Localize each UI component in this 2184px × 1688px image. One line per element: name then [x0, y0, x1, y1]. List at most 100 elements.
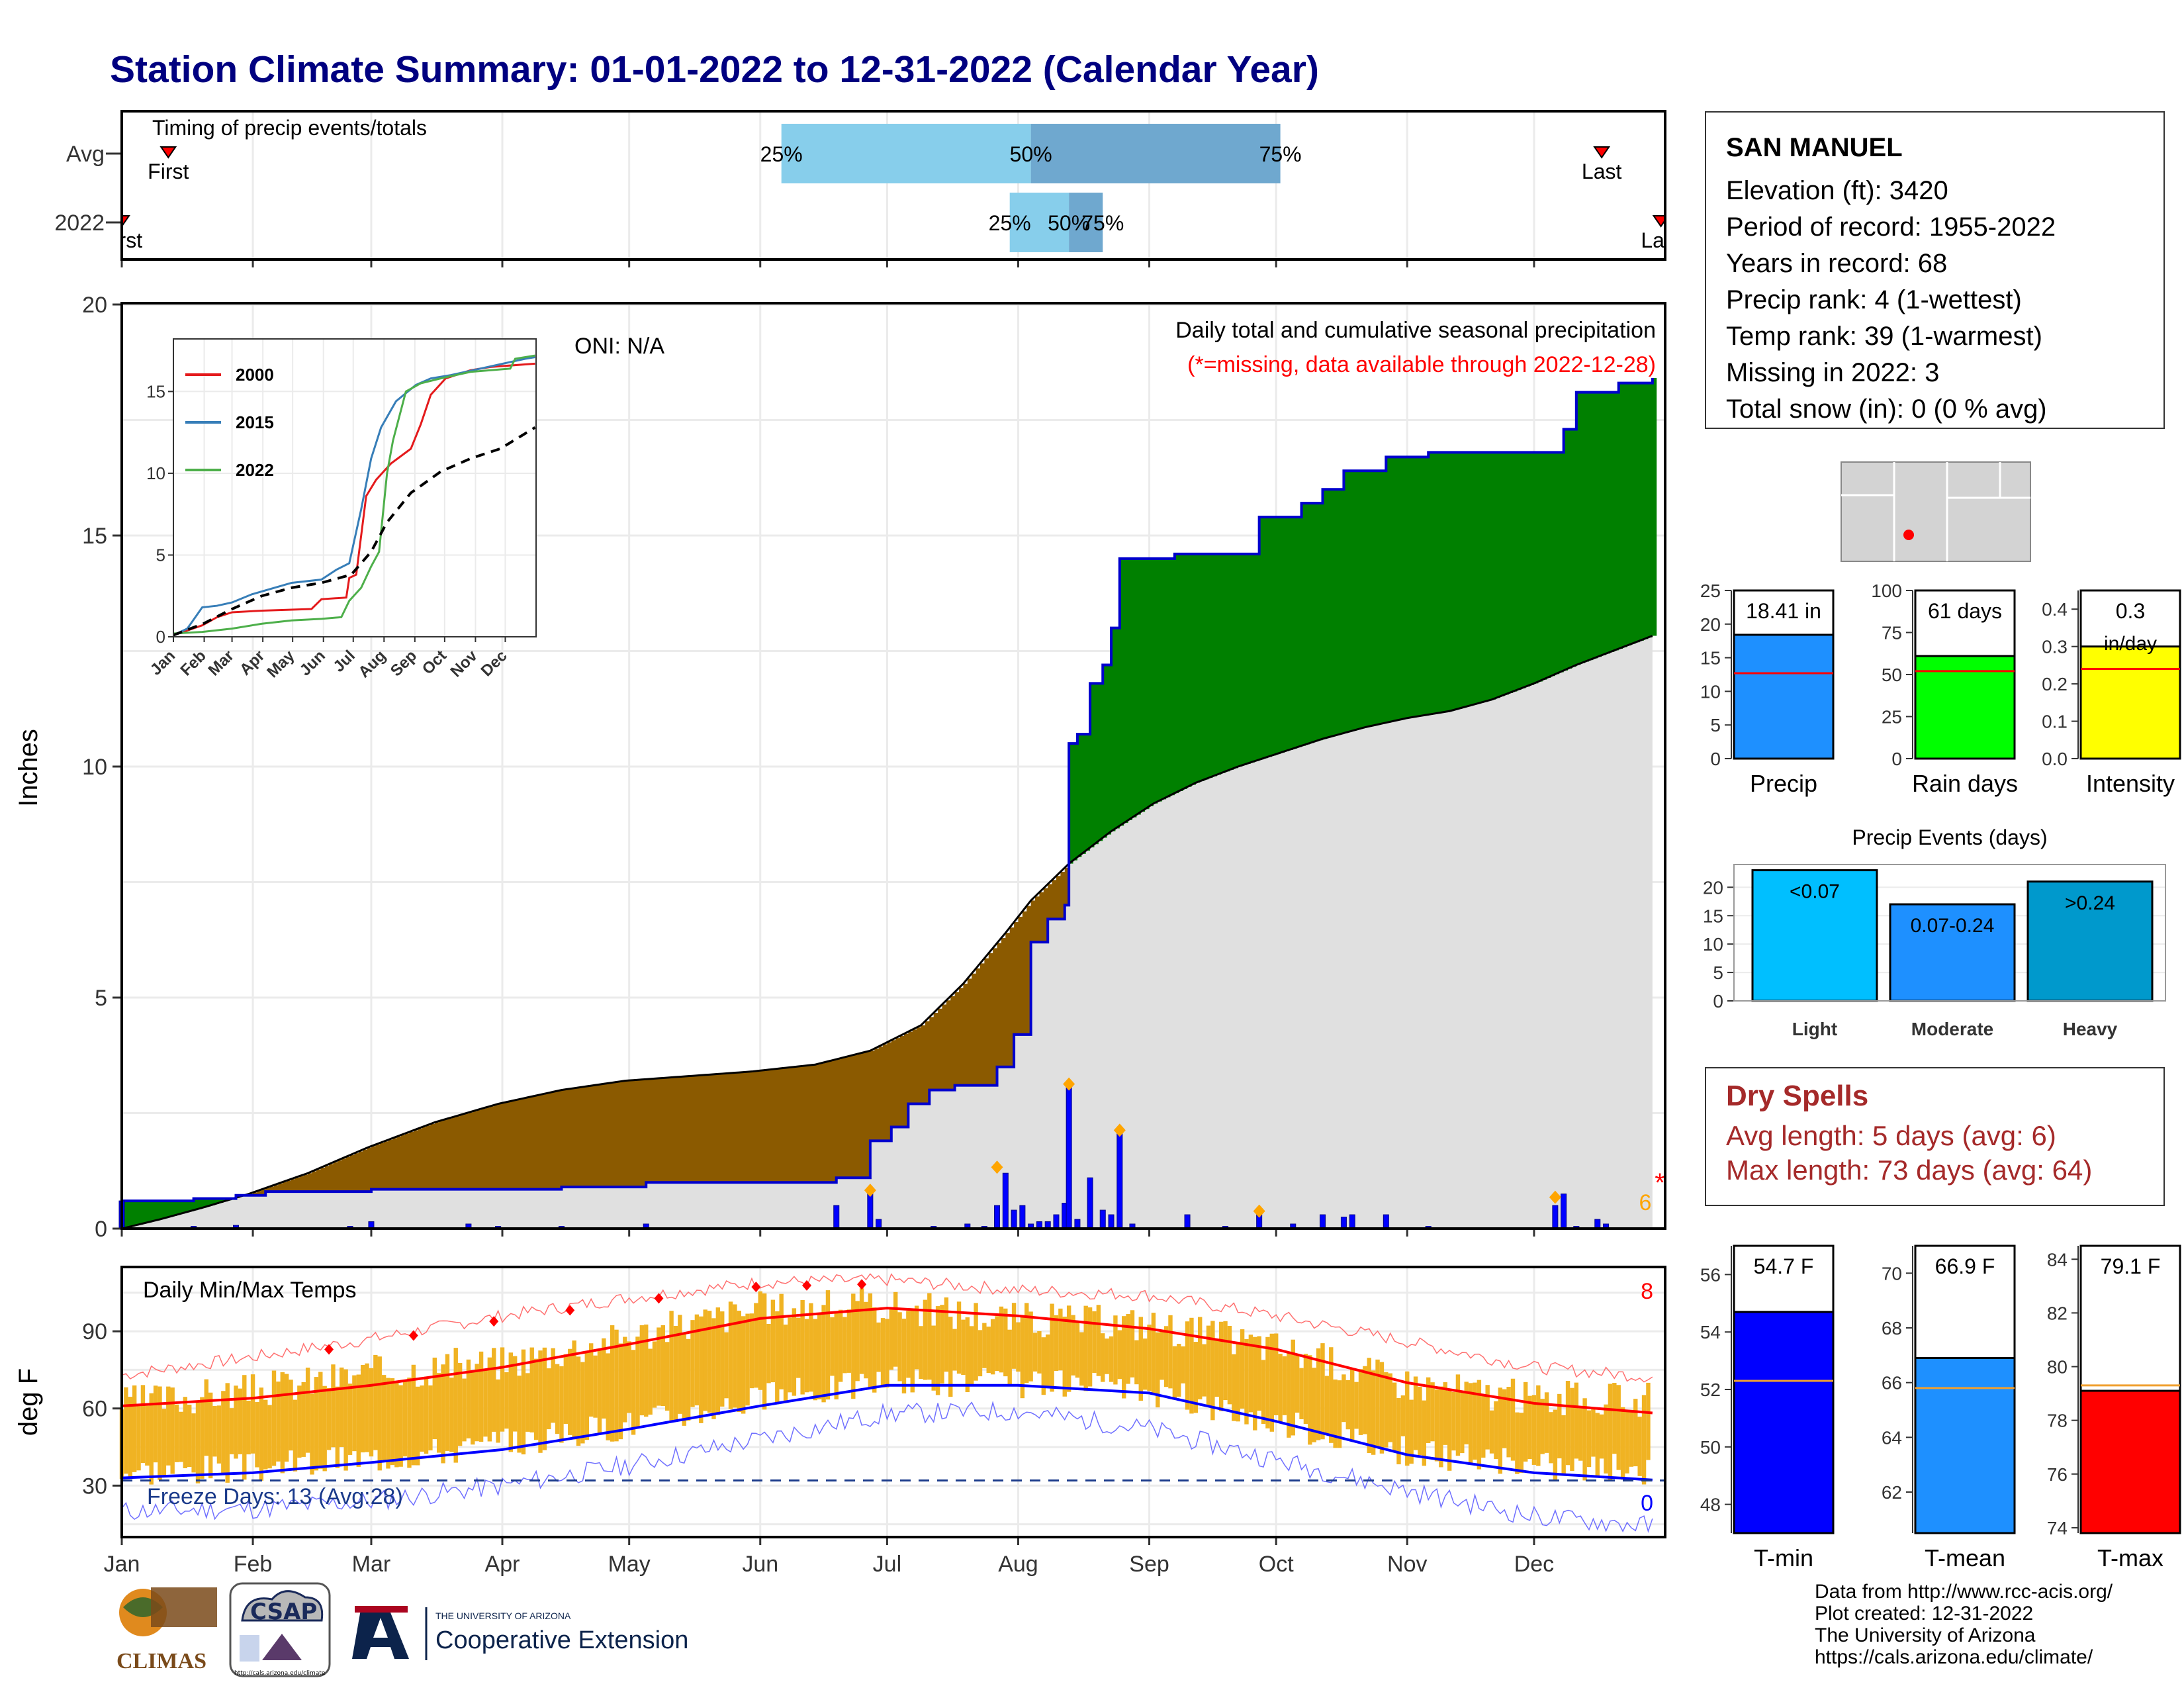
ua-big-text: Cooperative Extension [435, 1626, 688, 1654]
daily-precip-bar [1594, 1219, 1601, 1229]
map-background [1841, 461, 2031, 562]
csap-url-text: http://cals.arizona.edu/climate [234, 1670, 326, 1677]
daily-temp-bar [1561, 1415, 1566, 1475]
precip-event-bar [1889, 903, 2016, 1002]
psum-value-label: 0.3 [2116, 599, 2145, 623]
daily-temp-bar [547, 1368, 551, 1430]
daily-temp-bar [724, 1332, 729, 1399]
climas-logo[interactable]: CLIMAS [116, 1587, 217, 1673]
daily-temp-bar [1011, 1303, 1017, 1369]
daily-temp-bar [1185, 1321, 1190, 1410]
month-label: Sep [1129, 1552, 1169, 1577]
daily-temp-bar [475, 1364, 479, 1442]
timing-bar-50-75 [1030, 124, 1281, 183]
university-of-arizona-logo[interactable]: THE UNIVERSITY OF ARIZONA Cooperative Ex… [352, 1606, 688, 1660]
daily-temp-bar [200, 1397, 205, 1479]
timing-panel: Avg25%50%75%FirstLast202225%50%75%FirstL… [0, 110, 1706, 286]
precip-event-bar [2026, 880, 2154, 1002]
info-line-elevation: Elevation (ft): 3420 [1726, 176, 1948, 205]
daily-temp-bar [377, 1356, 382, 1471]
precip-y-axis-label: Inches [14, 729, 43, 807]
daily-temp-bar [1350, 1369, 1355, 1441]
daily-temp-bar [263, 1399, 268, 1470]
daily-temp-bar [250, 1374, 255, 1454]
daily-temp-bar [1333, 1379, 1338, 1448]
daily-temp-bar [741, 1316, 746, 1414]
timing-label-75: 75% [1259, 142, 1302, 166]
daily-precip-bar [1184, 1214, 1191, 1229]
daily-temp-bar [770, 1299, 776, 1383]
daily-precip-bar [1561, 1194, 1567, 1229]
daily-temp-bar [276, 1382, 281, 1462]
precip-y-tick-label: 15 [82, 524, 107, 549]
map-state-borders [1841, 462, 2030, 561]
daily-temp-bar [846, 1309, 852, 1373]
record-high-marker [489, 1316, 499, 1327]
daily-temp-bar [783, 1325, 788, 1403]
precip-subtitle: (*=missing, data available through 2022-… [1187, 352, 1656, 377]
daily-temp-bar [644, 1324, 649, 1417]
daily-precip-bar [1319, 1214, 1326, 1229]
psum-category-label: Intensity [2086, 770, 2175, 797]
daily-temp-bar [471, 1372, 475, 1445]
daily-temp-bar [1434, 1389, 1439, 1462]
daily-temp-bar [1358, 1369, 1363, 1435]
daily-temp-bar [796, 1317, 801, 1378]
daily-temp-bar [462, 1378, 467, 1442]
daily-temp-bar [1079, 1332, 1084, 1386]
daily-temp-bar [1553, 1409, 1558, 1480]
daily-temp-bar [340, 1367, 344, 1447]
daily-temp-bar [1400, 1395, 1406, 1436]
tsum-y-tick-label: 66 [1882, 1373, 1902, 1393]
daily-temp-bar [1050, 1303, 1054, 1392]
first-event-marker [159, 146, 177, 159]
psum-category-label: Rain days [1912, 770, 2018, 797]
timing-row-label: Avg [66, 142, 105, 167]
first-event-label: First [148, 160, 189, 183]
daily-temp-bar [1574, 1382, 1579, 1459]
daily-temp-bar [1608, 1383, 1613, 1480]
inset-y-tick-label: 10 [146, 463, 165, 483]
daily-temp-bar [927, 1293, 932, 1380]
info-line-snow: Total snow (in): 0 (0 % avg) [1726, 395, 2047, 424]
psum-y-tick-label: 0.0 [2042, 749, 2068, 769]
daily-temp-bar [1227, 1326, 1232, 1405]
month-label: Mar [352, 1552, 391, 1577]
inset-y-tick-label: 0 [156, 627, 165, 647]
daily-temp-bar [1498, 1387, 1503, 1474]
daily-temp-bar [940, 1305, 944, 1384]
daily-temp-bar [305, 1368, 310, 1453]
daily-temp-bar [517, 1376, 522, 1453]
daily-temp-bar [259, 1387, 264, 1481]
daily-temp-bar [914, 1305, 919, 1370]
daily-temp-bar [445, 1354, 450, 1451]
inset-bg [173, 339, 536, 637]
daily-temp-bar [234, 1385, 238, 1459]
csap-logo[interactable]: CSAP http://cals.arizona.edu/climate [229, 1582, 331, 1677]
daily-temp-bar [1236, 1341, 1240, 1422]
record-high-marker [857, 1279, 867, 1290]
daily-temp-bar [1582, 1398, 1587, 1481]
tsum-y-tick-label: 54 [1700, 1322, 1721, 1342]
daily-temp-bar [128, 1397, 132, 1478]
daily-temp-bar [1206, 1325, 1211, 1405]
psum-y-tick-label: 50 [1882, 665, 1902, 685]
temps-y-tick-label: 60 [82, 1397, 107, 1422]
daily-temp-bar [1371, 1370, 1376, 1455]
daily-temp-bar [1087, 1307, 1093, 1387]
daily-temp-bar [1544, 1392, 1549, 1453]
station-info-box: SAN MANUEL Elevation (ft): 3420 Period o… [1705, 111, 2165, 429]
daily-temp-bar [825, 1290, 831, 1400]
precip-events-title: Precip Events (days) [1852, 825, 2047, 849]
daily-temp-bar [195, 1402, 201, 1483]
psum-y-tick-label: 0 [1710, 749, 1721, 769]
daily-temp-bar [1616, 1385, 1621, 1470]
footer-credits: Data from http://www.rcc-acis.org/ Plot … [1815, 1581, 2113, 1668]
daily-temp-bar [618, 1343, 623, 1440]
psum-y-tick-label: 75 [1882, 623, 1902, 643]
daily-temp-bar [1147, 1325, 1152, 1391]
daily-temp-bar [1083, 1305, 1088, 1391]
daily-temp-bar [174, 1404, 179, 1462]
daily-temp-bar [804, 1319, 809, 1393]
daily-temp-bar [1586, 1410, 1592, 1468]
